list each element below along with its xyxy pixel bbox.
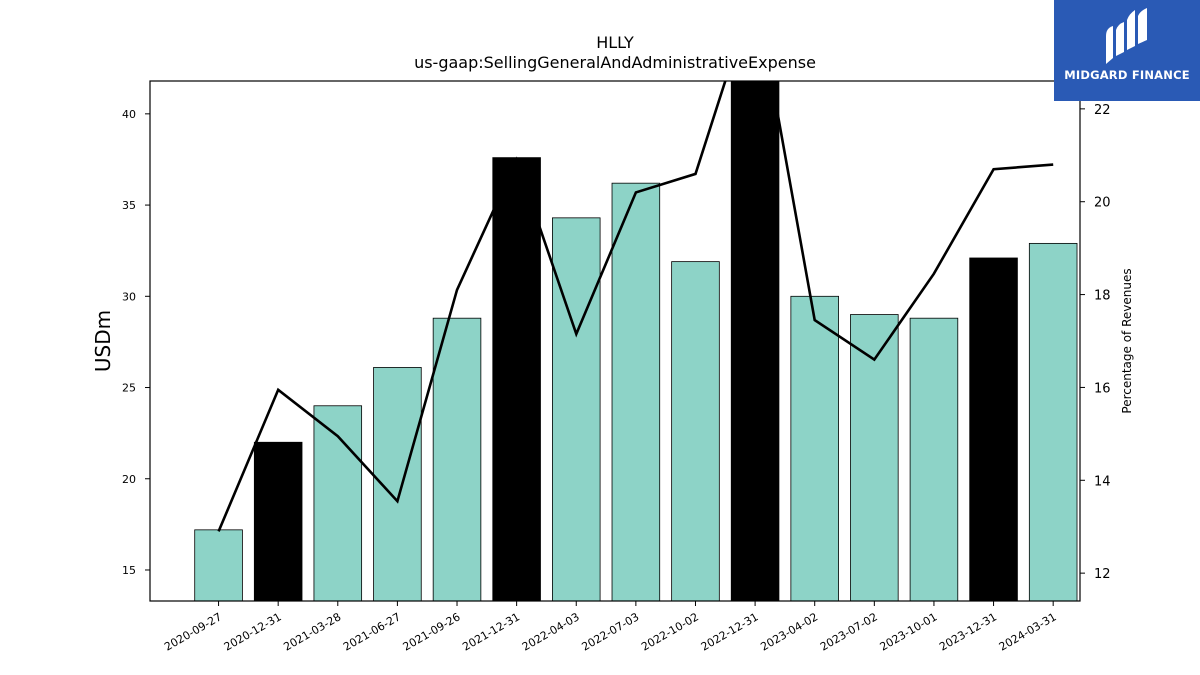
y2-tick-label: 12 bbox=[1094, 567, 1111, 582]
chart-subtitle: us-gaap:SellingGeneralAndAdministrativeE… bbox=[414, 53, 816, 72]
y2-tick-label: 18 bbox=[1094, 289, 1111, 304]
bar-2021-03-28 bbox=[313, 405, 363, 602]
x-tick-label: 2022-10-02 bbox=[639, 610, 701, 653]
x-tick-label: 2020-12-31 bbox=[222, 610, 284, 653]
bar-2021-09-26 bbox=[432, 317, 482, 602]
y-tick-label: 25 bbox=[122, 382, 136, 395]
y-tick-label: 20 bbox=[122, 473, 136, 486]
brand-logo: MIDGARD FINANCE bbox=[1054, 0, 1200, 101]
y2-tick-label: 20 bbox=[1094, 196, 1111, 211]
bar-2023-10-01 bbox=[909, 317, 959, 602]
y-tick-label: 30 bbox=[122, 290, 136, 303]
x-tick-label: 2020-09-27 bbox=[162, 610, 224, 653]
y-tick-label: 15 bbox=[122, 564, 136, 577]
bar-2020-12-31 bbox=[253, 441, 303, 602]
bar-2022-12-31 bbox=[730, 80, 780, 602]
y-tick-label: 35 bbox=[122, 199, 136, 212]
bar-2021-12-31 bbox=[492, 157, 541, 602]
x-tick-label: 2022-07-03 bbox=[579, 610, 641, 653]
y2-tick-label: 14 bbox=[1094, 474, 1111, 489]
bar-2023-04-02 bbox=[790, 295, 839, 602]
percentage-line bbox=[217, 81, 1054, 532]
bar-2020-09-27 bbox=[194, 529, 243, 602]
x-tick-label: 2022-04-03 bbox=[520, 610, 582, 653]
x-tick-label: 2023-12-31 bbox=[937, 610, 999, 653]
x-tick-label: 2021-03-28 bbox=[281, 610, 343, 653]
chart-title: HLLY bbox=[596, 33, 634, 52]
bar-2021-06-27 bbox=[373, 367, 422, 602]
bar-2023-07-02 bbox=[850, 314, 899, 602]
bar-2023-12-31 bbox=[969, 257, 1018, 602]
x-tick-label: 2023-04-02 bbox=[758, 610, 820, 653]
y2-axis-label: Percentage of Revenues bbox=[1120, 268, 1134, 413]
bar-2024-03-31 bbox=[1028, 242, 1078, 602]
bar-2022-07-03 bbox=[611, 182, 661, 602]
x-tick-label: 2022-12-31 bbox=[699, 610, 761, 653]
y2-tick-label: 22 bbox=[1094, 103, 1111, 118]
logo-text: MIDGARD FINANCE bbox=[1064, 68, 1190, 82]
x-tick-label: 2023-10-01 bbox=[878, 610, 940, 653]
y-axis-label: USDm bbox=[91, 310, 115, 372]
x-tick-label: 2021-09-26 bbox=[401, 610, 463, 653]
y-tick-label: 40 bbox=[122, 108, 136, 121]
logo-mark-icon bbox=[1106, 8, 1147, 64]
bar-2022-04-03 bbox=[552, 217, 601, 602]
x-tick-label: 2021-06-27 bbox=[341, 610, 403, 653]
x-tick-label: 2024-03-31 bbox=[997, 610, 1059, 653]
plot-frame bbox=[149, 80, 1081, 602]
y2-tick-label: 16 bbox=[1094, 381, 1111, 396]
bar-2022-10-02 bbox=[671, 261, 720, 602]
x-tick-label: 2021-12-31 bbox=[460, 610, 522, 653]
x-tick-label: 2023-07-02 bbox=[818, 610, 880, 653]
